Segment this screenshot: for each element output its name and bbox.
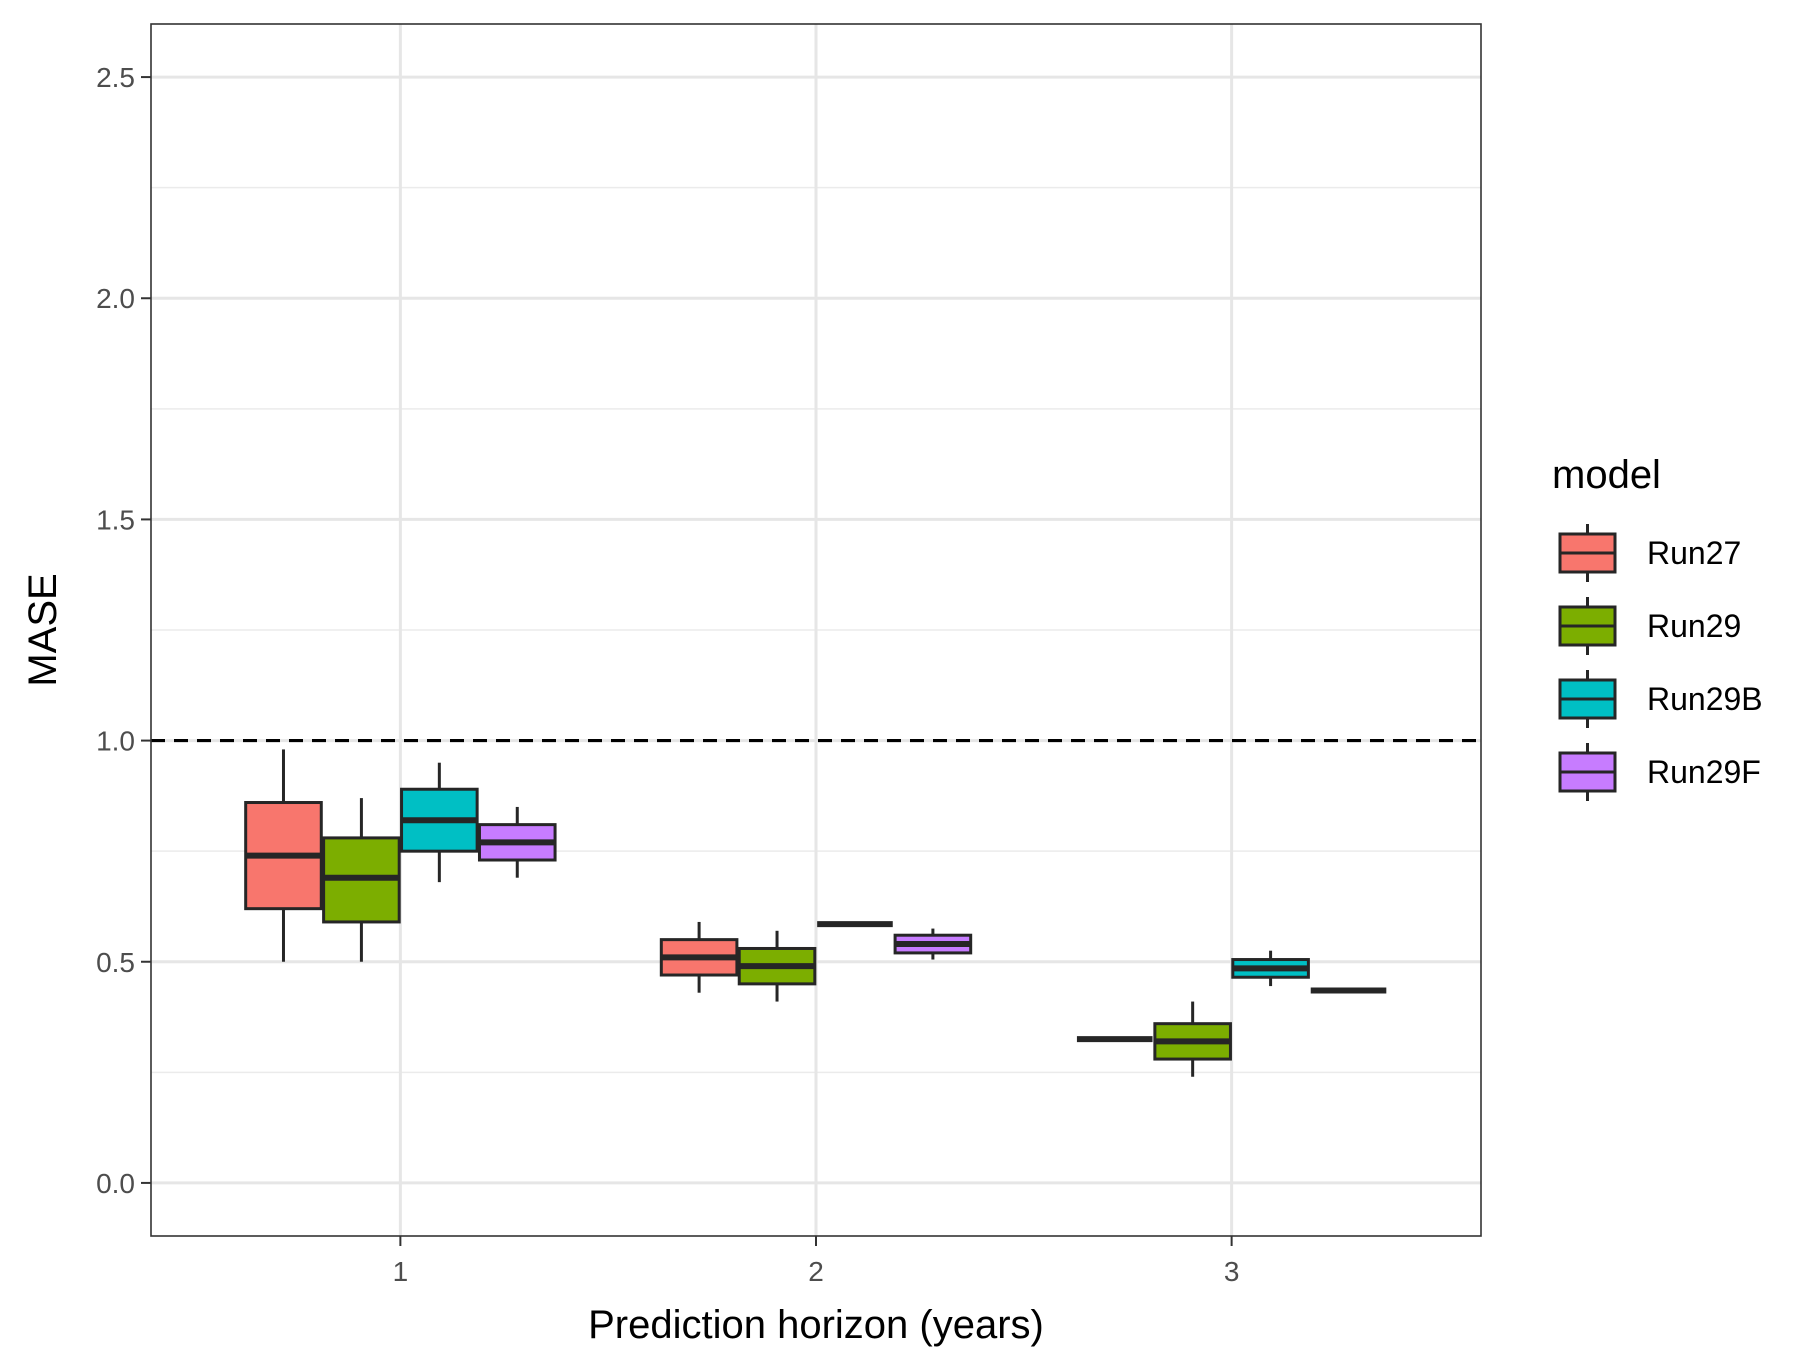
box-run29b-3	[1231, 950, 1310, 987]
legend: model Run27 Run29 Run29B Run29F	[1552, 453, 1763, 801]
legend-title: model	[1552, 453, 1661, 497]
legend-item-run29f: Run29F	[1558, 743, 1761, 801]
y-tick-label: 0.0	[96, 1168, 135, 1199]
y-tick-label: 1.5	[96, 504, 135, 535]
box-run29f-1	[477, 806, 557, 878]
box-run29b-1	[400, 762, 479, 883]
box-run27-1	[244, 749, 323, 962]
legend-label: Run29F	[1647, 754, 1761, 790]
box-run29-1	[322, 798, 401, 962]
legend-label: Run27	[1647, 535, 1741, 571]
box-run29f-2	[893, 928, 973, 960]
y-axis-title: MASE	[21, 573, 65, 686]
legend-label: Run29	[1647, 608, 1741, 644]
legend-item-run29b: Run29B	[1558, 670, 1763, 728]
box-run29-3	[1153, 1001, 1232, 1077]
y-tick-label: 2.0	[96, 283, 135, 314]
box-run27-2	[659, 921, 739, 993]
legend-item-run27: Run27	[1558, 524, 1741, 582]
box-run29-2	[737, 930, 817, 1002]
y-tick-label: 2.5	[96, 62, 135, 93]
x-tick-label: 1	[393, 1256, 409, 1287]
y-tick-label: 0.5	[96, 947, 135, 978]
x-axis-title: Prediction horizon (years)	[588, 1303, 1044, 1347]
x-tick-label: 3	[1224, 1256, 1240, 1287]
legend-item-run29: Run29	[1558, 597, 1741, 655]
box-layer	[244, 749, 1387, 1077]
legend-label: Run29B	[1647, 681, 1763, 717]
x-tick-label: 2	[808, 1256, 824, 1287]
y-tick-label: 1.0	[96, 726, 135, 757]
axis-layer: 0.0 0.5 1.0 1.5 2.0 2.5 1 2 3	[96, 62, 1239, 1287]
